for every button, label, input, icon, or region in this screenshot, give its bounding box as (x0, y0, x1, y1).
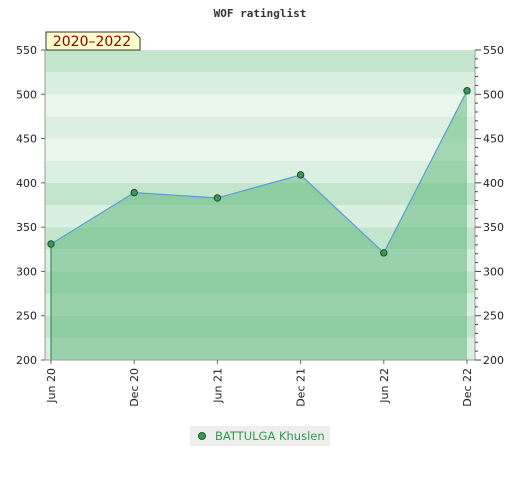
band (45, 271, 475, 294)
right-y-axis: 200 250 300 350 400 450 500 550 (474, 44, 504, 367)
left-tick-label: 550 (16, 44, 37, 57)
legend-series-name: BATTULGA Khuslen (215, 429, 325, 443)
left-y-axis: 200 250 300 350 400 450 500 550 (16, 44, 46, 367)
x-tick-label: Dec 22 (461, 368, 474, 407)
left-tick-label: 350 (16, 221, 37, 234)
x-tick-label: Dec 20 (128, 368, 141, 407)
x-axis: Jun 20 Dec 20 Jun 21 Dec 21 Jun 22 Dec 22 (45, 359, 475, 407)
period-badge-box (45, 31, 141, 51)
left-tick-label: 500 (16, 88, 37, 101)
right-tick-label: 450 (483, 133, 504, 146)
chart-title: WOF ratinglist (214, 7, 307, 20)
left-tick-label: 300 (16, 265, 37, 278)
background-bands (45, 50, 475, 360)
band (45, 138, 475, 161)
period-badge: 2020–2022 (45, 31, 141, 51)
right-tick-label: 200 (483, 354, 504, 367)
data-point (463, 87, 471, 95)
period-label: 2020–2022 (53, 34, 131, 50)
x-tick-label: Jun 20 (45, 368, 58, 404)
right-tick-label: 500 (483, 88, 504, 101)
x-tick-label: Jun 21 (211, 368, 224, 404)
band (45, 293, 475, 316)
band (45, 205, 475, 228)
band (45, 182, 475, 205)
data-point (130, 188, 138, 197)
band (45, 116, 475, 139)
band (45, 337, 475, 360)
band (45, 94, 475, 117)
band (45, 315, 475, 338)
right-tick-label: 550 (483, 44, 504, 57)
band (45, 72, 475, 95)
data-point (296, 171, 305, 179)
right-tick-label: 250 (483, 310, 504, 323)
axes: 200 250 300 350 400 450 500 550 200 250 300 350 400… (16, 44, 504, 407)
left-tick-label: 400 (16, 177, 37, 190)
series-area (51, 90, 467, 360)
series-marks (47, 87, 471, 257)
data-point (213, 194, 222, 202)
right-tick-label: 350 (483, 221, 504, 234)
left-tick-label: 250 (16, 310, 37, 323)
left-tick-label: 450 (16, 133, 37, 146)
series-line (50, 90, 468, 254)
band (45, 50, 475, 73)
data-point (380, 249, 388, 257)
x-tick-label: Dec 21 (295, 368, 308, 407)
legend-marker (198, 432, 206, 440)
legend-box (190, 426, 330, 446)
x-tick-label: Jun 22 (378, 368, 391, 404)
band (45, 160, 475, 183)
band (45, 227, 475, 250)
right-tick-label: 400 (483, 177, 504, 190)
data-point (47, 240, 55, 248)
legend[interactable]: BATTULGA Khuslen (190, 426, 330, 446)
area-layer (50, 90, 467, 360)
left-tick-label: 200 (16, 354, 37, 367)
band (45, 249, 475, 272)
right-tick-label: 300 (483, 265, 504, 278)
